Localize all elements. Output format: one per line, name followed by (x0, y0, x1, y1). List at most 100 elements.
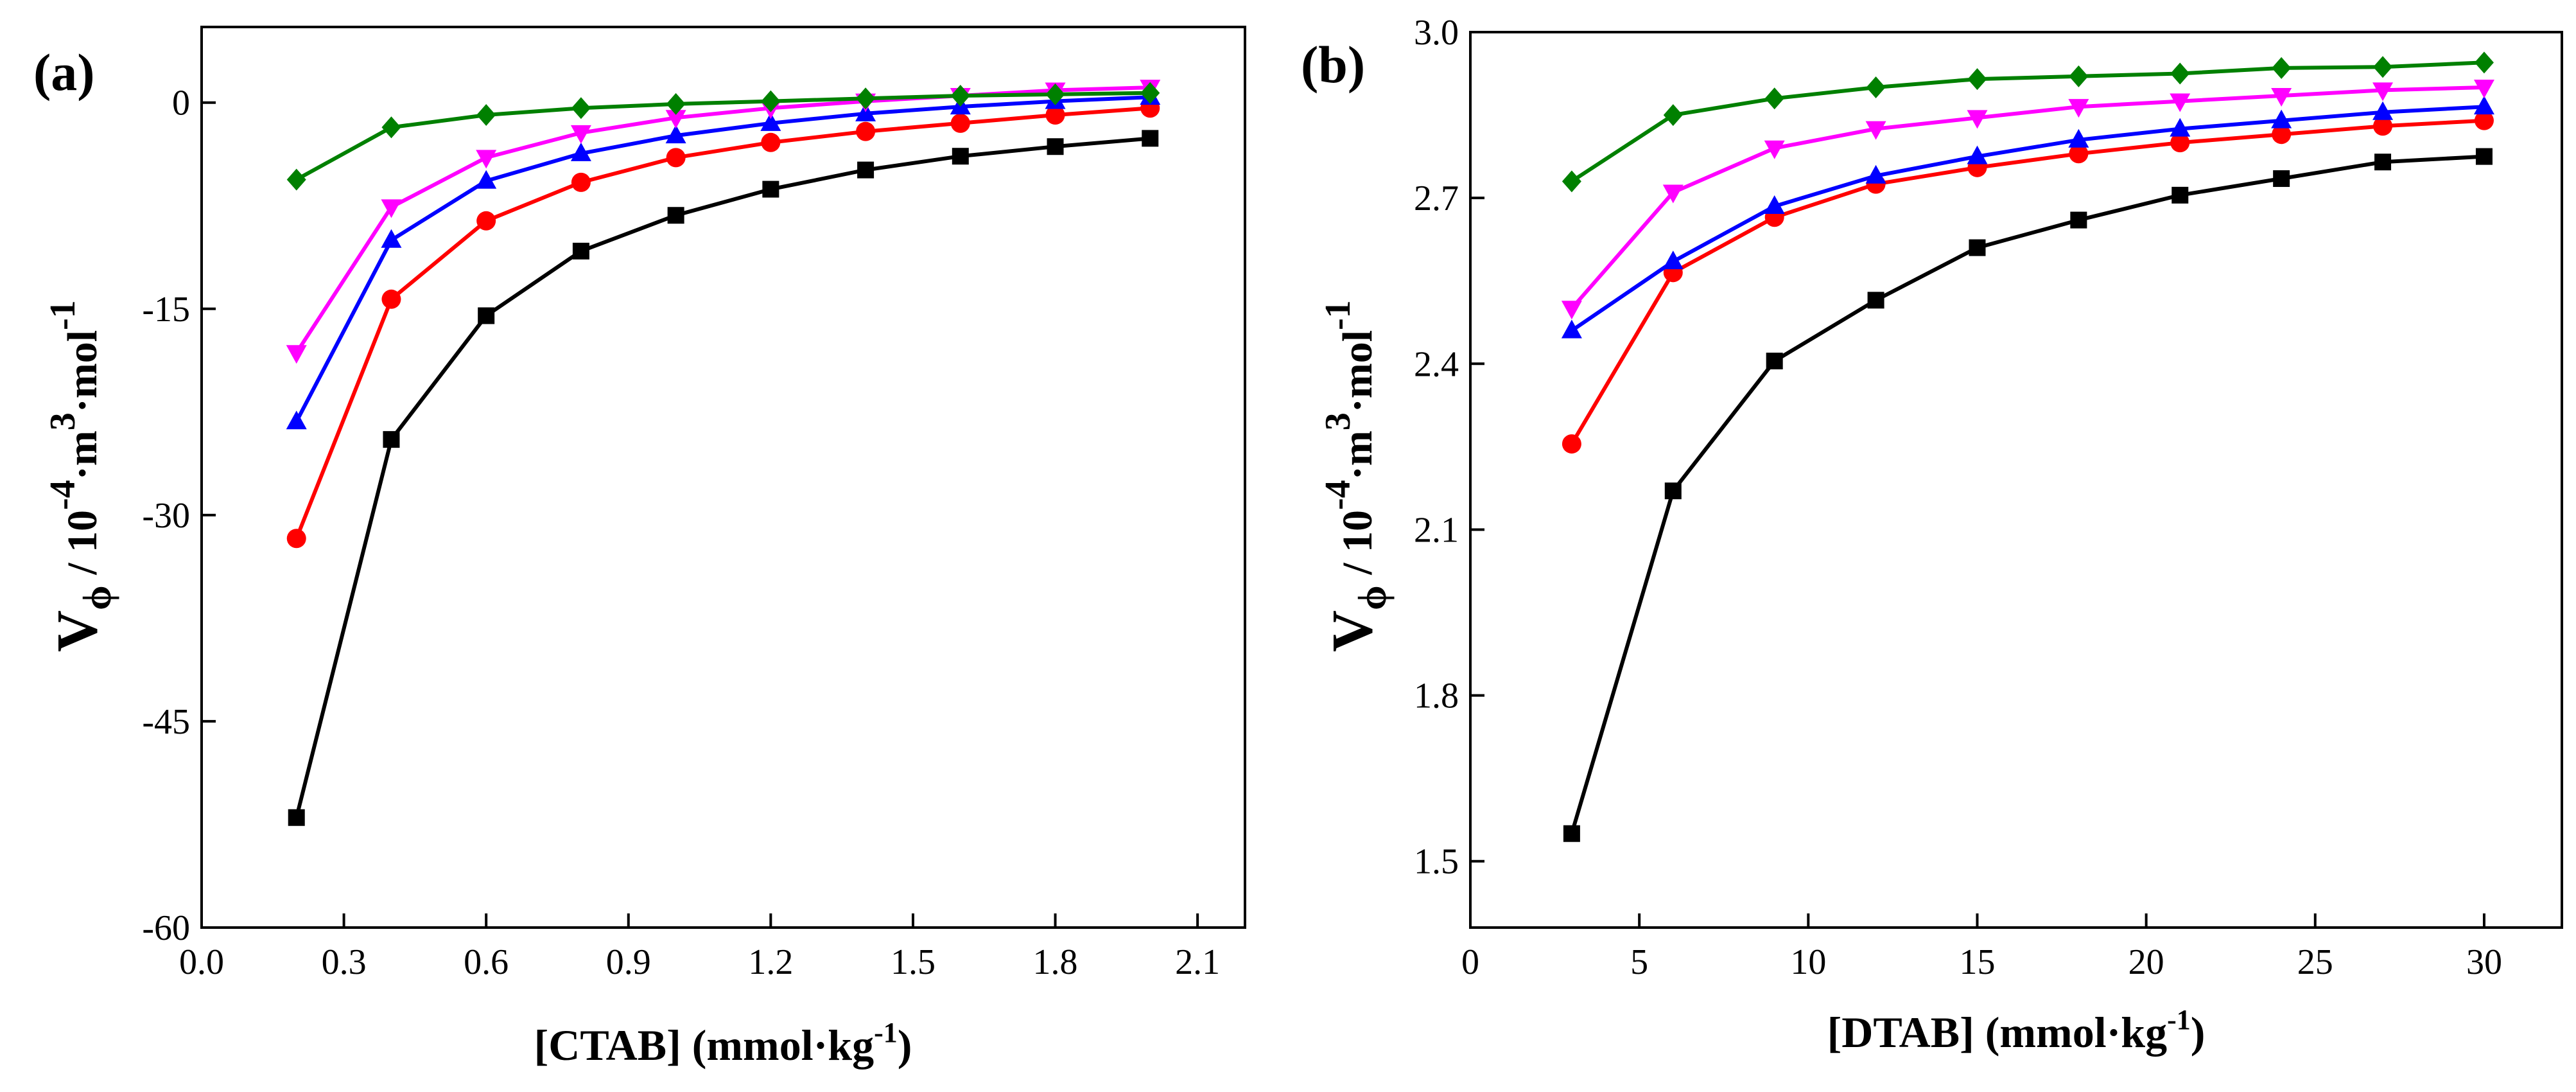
data-point-green (2373, 56, 2393, 78)
data-point-black (667, 207, 684, 224)
panel-a-x-tick-label: 0.3 (322, 942, 367, 982)
data-point-blue (286, 410, 307, 430)
data-point-red (2069, 144, 2089, 164)
panel-b-xlabel-sup: -1 (2167, 1004, 2191, 1035)
data-point-blue (1865, 164, 1886, 184)
panel-b-x-tick-label: 15 (1959, 942, 1995, 982)
data-point-red (761, 132, 781, 152)
data-point-black (1563, 825, 1580, 842)
data-point-red (2373, 116, 2393, 136)
panel-b-ylabel-mid3: ·mol (1334, 330, 1381, 412)
data-point-magenta (1865, 121, 1886, 140)
panel-a-ylabel-sup2: 3 (43, 412, 83, 430)
data-point-red (2272, 125, 2292, 145)
panel-a-ylabel-sup3: -1 (43, 300, 83, 330)
panel-a-plot-frame (200, 26, 1246, 929)
panel-b-y-tick-label: 1.8 (1414, 676, 1459, 716)
data-point-magenta (570, 125, 591, 144)
data-point-blue (665, 125, 686, 144)
panel-a-ylabel-mid: / 10 (59, 510, 106, 585)
panel-a-ylabel-sub: ϕ (76, 585, 119, 610)
data-point-green (1764, 87, 1784, 110)
data-point-black (1142, 130, 1159, 147)
panel-b-x-tick-label: 20 (2128, 942, 2164, 982)
data-point-magenta (1662, 184, 1684, 204)
panel-b-label: (b) (1301, 35, 1365, 94)
panel-b-xlabel-main: [DTAB] (mmol·kg (1827, 1008, 2168, 1057)
data-point-green (1140, 82, 1160, 104)
panel-b-x-axis-title: [DTAB] (mmol·kg-1) (1827, 1004, 2206, 1057)
panel-b-y-tick-label: 3.0 (1414, 13, 1459, 53)
panel-a-x-tick-label: 0.6 (464, 942, 509, 982)
data-point-red (1045, 105, 1065, 125)
data-point-red (2170, 133, 2190, 153)
panel-b-ylabel-sup3: -1 (1318, 300, 1358, 330)
data-point-green (761, 90, 781, 112)
data-point-black (1047, 138, 1064, 155)
panel-a-x-axis-title: [CTAB] (mmol·kg-1) (534, 1017, 912, 1070)
data-point-blue (2170, 118, 2191, 137)
panel-a-ylabel-mid2: ·m (59, 430, 106, 480)
panel-b-y-tick-label: 2.4 (1414, 344, 1459, 384)
panel-a-ylabel-mid3: ·mol (59, 330, 106, 412)
panel-b-axis-ticks: 0 5 10 15 20 25 30 1.5 1.8 2.1 2.4 2.7 3.0 (1414, 13, 2502, 982)
data-point-black (762, 181, 779, 198)
data-point-black (2374, 154, 2392, 171)
panel-b-ylabel-sup2: 3 (1318, 412, 1358, 430)
data-point-green (571, 97, 591, 119)
data-point-black (1766, 352, 1783, 369)
panel-b-x-tick-label: 0 (1461, 942, 1479, 982)
data-point-red (381, 289, 401, 309)
data-point-blue (1967, 145, 1988, 164)
data-point-red (571, 172, 591, 192)
data-point-magenta (381, 199, 402, 218)
panel-b-xlabel-end: ) (2191, 1008, 2206, 1057)
panel-a-y-tick-label: 0 (172, 84, 190, 123)
panel-b-y-tick-label: 1.5 (1414, 842, 1459, 882)
panel-b-y-axis-title: Vϕ / 10-4·m3·mol-1 (1318, 300, 1395, 652)
panel-a-y-tick-label: -15 (142, 290, 190, 330)
data-point-green (286, 168, 306, 191)
data-point-black (1664, 482, 1682, 500)
data-point-blue (2068, 128, 2089, 148)
panel-b-y-tick-label: 2.1 (1414, 510, 1459, 550)
panel-a-y-tick-label: -60 (142, 908, 190, 948)
panel-b-x-tick-label: 5 (1630, 942, 1648, 982)
data-point-black (1969, 239, 1986, 256)
series-line-blue (1571, 105, 2485, 333)
panel-a-y-tick-label: -45 (142, 702, 190, 742)
data-point-blue (760, 112, 781, 131)
panel-b-x-tick-label: 25 (2297, 942, 2333, 982)
data-point-green (476, 103, 496, 126)
series-line-green (1571, 60, 2485, 183)
panel-b-x-tick-label: 30 (2466, 942, 2502, 982)
series-line-black (1570, 154, 2485, 834)
data-point-green (666, 92, 686, 115)
panel-b-x-tick-label: 10 (1790, 942, 1826, 982)
data-point-green (2474, 51, 2494, 74)
panel-a-x-tick-label: 0.9 (606, 942, 651, 982)
data-point-green (2170, 62, 2190, 85)
panel-a-x-tick-label: 1.8 (1033, 942, 1078, 982)
panel-b-y-tick-label: 2.7 (1414, 179, 1459, 218)
series-line-blue (295, 95, 1151, 423)
data-point-blue (381, 229, 402, 248)
data-point-red (950, 113, 970, 133)
panel-a-ylabel-v: V (46, 610, 109, 652)
data-point-blue (1764, 195, 1785, 215)
data-point-black (857, 161, 875, 179)
panel-a-x-tick-label: 1.5 (891, 942, 936, 982)
data-point-black (572, 242, 589, 260)
data-point-red (476, 211, 496, 231)
data-point-green (950, 85, 970, 107)
data-point-magenta (2372, 82, 2394, 101)
data-point-black (2475, 148, 2493, 165)
panel-a-label: (a) (33, 43, 95, 101)
series-line-green (295, 91, 1151, 182)
data-point-blue (476, 170, 497, 189)
series-line-red (1570, 118, 2485, 445)
data-point-green (1663, 104, 1683, 127)
data-point-green (381, 116, 401, 139)
panel-a-xlabel-sup: -1 (874, 1017, 898, 1048)
panel-a: (a) 0.0 0.3 0.6 0.9 1.2 1.5 1.8 2.1 0 -15 -30 -45 -6… (33, 26, 1246, 1070)
